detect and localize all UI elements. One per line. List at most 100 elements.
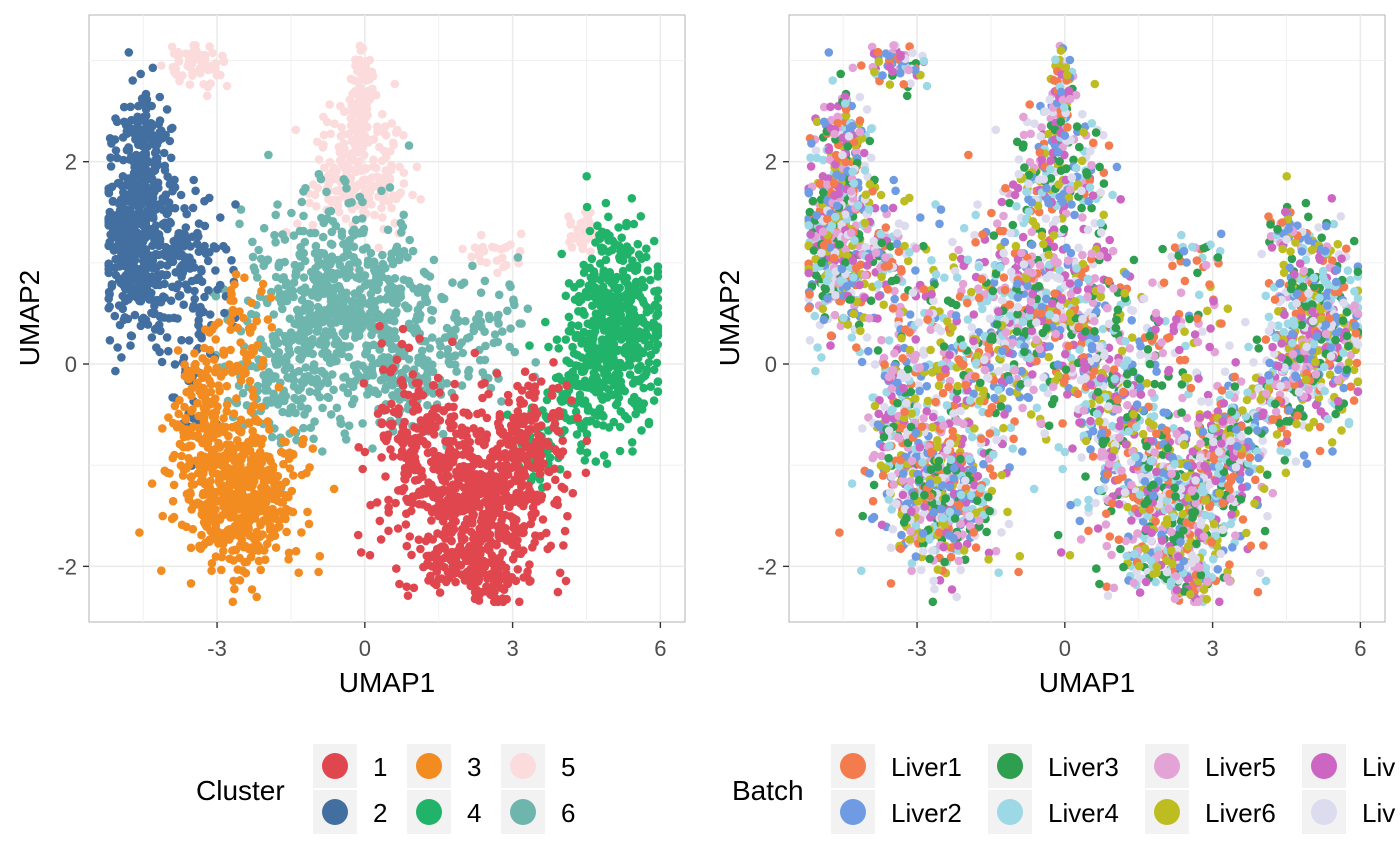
point-cluster-6 bbox=[309, 434, 318, 444]
point-cluster-1 bbox=[430, 421, 439, 431]
point-cluster-6 bbox=[366, 289, 376, 299]
point-cluster-2 bbox=[115, 179, 125, 189]
point-cluster-5 bbox=[367, 200, 376, 209]
point-cluster-1 bbox=[356, 548, 366, 557]
point-cluster-2 bbox=[186, 242, 195, 251]
point-cluster-3 bbox=[239, 364, 248, 374]
point-cluster-1 bbox=[462, 567, 472, 577]
point-cluster-6 bbox=[443, 345, 453, 354]
point-cluster-1 bbox=[360, 447, 370, 457]
point-cluster-1 bbox=[416, 544, 425, 554]
point-cluster-3 bbox=[200, 407, 209, 417]
point-cluster-3 bbox=[277, 481, 287, 490]
point-cluster-6 bbox=[476, 288, 486, 298]
point-cluster-2 bbox=[143, 142, 153, 151]
point-cluster-3 bbox=[265, 425, 274, 434]
point-cluster-5 bbox=[319, 140, 328, 149]
point-cluster-4 bbox=[646, 275, 655, 285]
point-cluster-6 bbox=[465, 333, 474, 342]
point-batch-Liver5 bbox=[1102, 541, 1112, 551]
point-cluster-5 bbox=[353, 148, 363, 157]
point-cluster-6 bbox=[349, 242, 359, 252]
point-cluster-2 bbox=[155, 116, 165, 125]
point-cluster-6 bbox=[287, 332, 297, 341]
point-cluster-1 bbox=[491, 476, 500, 485]
point-cluster-1 bbox=[478, 509, 488, 519]
point-cluster-2 bbox=[159, 148, 169, 158]
point-cluster-3 bbox=[270, 480, 279, 490]
point-cluster-3 bbox=[273, 471, 283, 481]
point-cluster-4 bbox=[608, 316, 618, 326]
point-cluster-6 bbox=[324, 393, 334, 403]
point-cluster-1 bbox=[415, 334, 424, 343]
point-cluster-6 bbox=[301, 363, 311, 372]
point-batch-Liver7 bbox=[1093, 524, 1103, 533]
point-cluster-2 bbox=[143, 320, 153, 329]
point-cluster-5 bbox=[377, 203, 386, 213]
point-cluster-2 bbox=[130, 191, 139, 200]
point-cluster-5 bbox=[337, 155, 347, 164]
point-cluster-5 bbox=[222, 81, 232, 91]
point-cluster-1 bbox=[462, 408, 472, 418]
point-cluster-2 bbox=[149, 137, 159, 147]
point-cluster-5 bbox=[399, 130, 408, 140]
point-cluster-5 bbox=[345, 95, 355, 104]
point-cluster-5 bbox=[566, 220, 575, 229]
point-cluster-6 bbox=[349, 231, 359, 240]
point-cluster-1 bbox=[423, 502, 432, 512]
point-cluster-4 bbox=[582, 202, 592, 212]
point-cluster-1 bbox=[492, 539, 501, 549]
point-cluster-3 bbox=[233, 323, 243, 333]
point-cluster-3 bbox=[207, 566, 216, 575]
point-cluster-5 bbox=[378, 109, 387, 119]
point-cluster-4 bbox=[597, 247, 607, 256]
point-cluster-4 bbox=[568, 342, 577, 352]
point-cluster-2 bbox=[147, 186, 156, 196]
point-cluster-6 bbox=[395, 251, 405, 261]
point-cluster-4 bbox=[570, 295, 580, 304]
point-cluster-3 bbox=[253, 340, 262, 350]
point-cluster-2 bbox=[132, 201, 142, 211]
point-batch-Liver6 bbox=[1250, 499, 1259, 508]
point-cluster-3 bbox=[207, 507, 216, 516]
point-cluster-4 bbox=[620, 246, 630, 256]
point-cluster-3 bbox=[170, 401, 180, 411]
point-cluster-6 bbox=[451, 325, 460, 334]
point-cluster-4 bbox=[633, 239, 643, 249]
point-cluster-3 bbox=[226, 325, 235, 335]
point-cluster-1 bbox=[450, 379, 460, 389]
point-cluster-1 bbox=[392, 564, 401, 573]
point-cluster-4 bbox=[639, 298, 648, 308]
point-cluster-5 bbox=[373, 180, 383, 189]
point-cluster-3 bbox=[210, 491, 219, 501]
point-cluster-2 bbox=[197, 333, 206, 343]
point-cluster-5 bbox=[372, 163, 381, 173]
point-cluster-1 bbox=[536, 443, 545, 453]
point-cluster-1 bbox=[377, 453, 386, 462]
point-cluster-1 bbox=[521, 433, 531, 442]
point-cluster-1 bbox=[392, 355, 402, 365]
point-cluster-5 bbox=[202, 91, 212, 101]
point-cluster-6 bbox=[301, 183, 310, 193]
point-cluster-6 bbox=[438, 429, 448, 439]
point-cluster-3 bbox=[239, 347, 249, 357]
point-cluster-3 bbox=[242, 357, 252, 366]
point-cluster-6 bbox=[395, 395, 404, 405]
point-cluster-4 bbox=[614, 223, 623, 232]
point-cluster-5 bbox=[325, 100, 335, 109]
cluster-x-axis-label: UMAP1 bbox=[339, 667, 435, 698]
point-cluster-6 bbox=[332, 403, 342, 413]
point-cluster-6 bbox=[390, 327, 399, 336]
point-cluster-6 bbox=[278, 304, 287, 314]
point-cluster-3 bbox=[245, 531, 254, 540]
point-cluster-1 bbox=[435, 588, 445, 597]
point-cluster-1 bbox=[414, 535, 424, 544]
point-cluster-6 bbox=[335, 344, 345, 354]
point-cluster-6 bbox=[349, 394, 359, 404]
point-cluster-1 bbox=[420, 488, 430, 497]
point-cluster-6 bbox=[282, 296, 292, 306]
point-cluster-6 bbox=[436, 341, 445, 351]
point-cluster-1 bbox=[509, 519, 519, 529]
point-cluster-2 bbox=[181, 252, 190, 262]
point-cluster-5 bbox=[493, 268, 502, 278]
